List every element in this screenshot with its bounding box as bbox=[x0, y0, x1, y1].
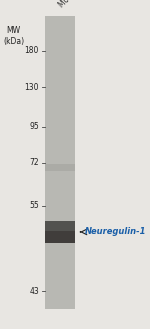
Bar bbox=[45, 164, 75, 171]
Bar bbox=[45, 231, 75, 243]
Text: MW
(kDa): MW (kDa) bbox=[3, 26, 24, 46]
Text: 43: 43 bbox=[29, 287, 39, 296]
Text: 130: 130 bbox=[24, 83, 39, 92]
Text: Neuregulin-1: Neuregulin-1 bbox=[85, 227, 146, 237]
Text: 95: 95 bbox=[29, 122, 39, 131]
Bar bbox=[45, 221, 75, 231]
Text: 72: 72 bbox=[29, 158, 39, 167]
Text: 55: 55 bbox=[29, 201, 39, 210]
Text: 180: 180 bbox=[25, 46, 39, 56]
Bar bbox=[45, 16, 75, 309]
Text: Mouse brain: Mouse brain bbox=[57, 0, 97, 10]
